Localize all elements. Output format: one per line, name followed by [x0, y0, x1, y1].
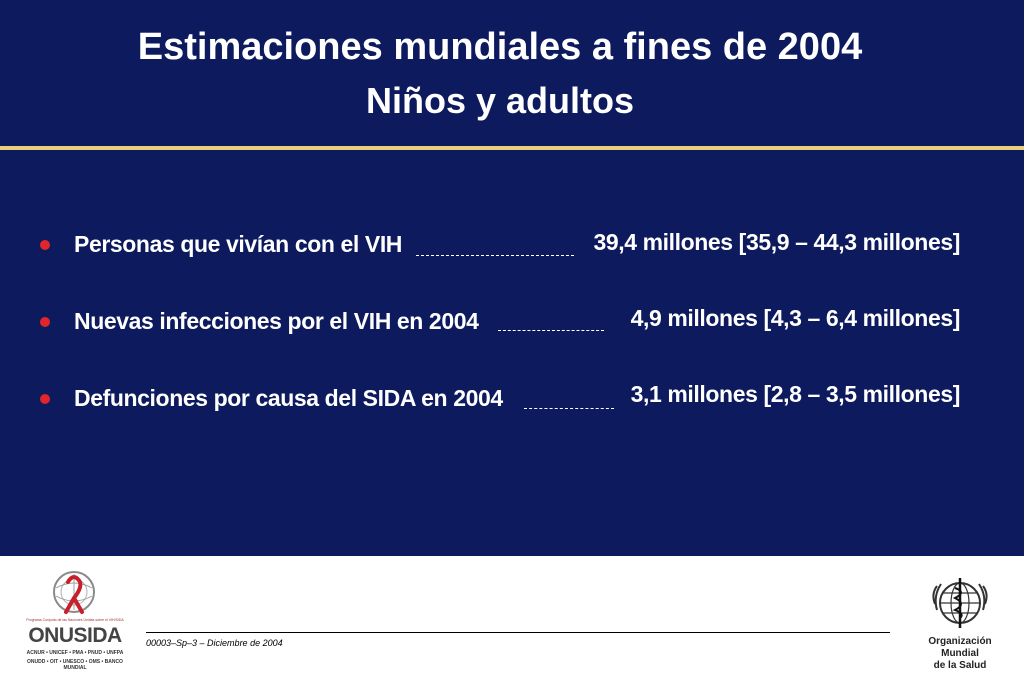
stat-label-new-infections: Nuevas infecciones por el VIH en 2004 — [74, 308, 479, 334]
slide-code: 00003–Sp–3 – Diciembre de 2004 — [146, 638, 283, 648]
stat-value-living-with-hiv: 39,4 millones [35,9 – 44,3 millones] — [593, 229, 960, 255]
slide-subtitle: Niños y adultos — [365, 80, 635, 121]
dotted-leader — [498, 330, 604, 331]
oms-name: Organización Mundial de la Salud — [920, 636, 1000, 672]
onusida-logo: Programa Conjunto de las Naciones Unidas… — [22, 566, 128, 671]
who-emblem-icon — [932, 578, 988, 628]
oms-name-line: de la Salud — [933, 660, 987, 671]
footer-divider — [146, 632, 890, 633]
onusida-sponsors: ONUDD • OIT • UNESCO • OMS • BANCO MUNDI… — [27, 659, 123, 671]
un-emblem-ribbon-icon — [53, 571, 95, 614]
onusida-tagline: Programa Conjunto de las Naciones Unidas… — [26, 618, 124, 622]
dotted-leader — [524, 408, 614, 409]
stat-label-living-with-hiv: Personas que vivían con el VIH — [74, 231, 403, 257]
onusida-brand: ONUSIDA — [28, 624, 122, 647]
oms-name-line: Mundial — [941, 648, 979, 659]
dotted-leader — [416, 255, 574, 256]
bullet-icon — [40, 317, 50, 327]
slide-title: Estimaciones mundiales a fines de 2004 — [137, 26, 863, 68]
bullet-icon — [40, 394, 50, 404]
stat-value-aids-deaths: 3,1 millones [2,8 – 3,5 millones] — [630, 381, 961, 407]
bullet-icon — [40, 240, 50, 250]
title-divider — [0, 146, 1024, 150]
oms-name-line: Organización — [928, 636, 992, 647]
slide-panel: Estimaciones mundiales a fines de 2004 N… — [0, 0, 1024, 556]
onusida-sponsors: ACNUR • UNICEF • PMA • PNUD • UNFPA — [26, 650, 124, 656]
stat-value-new-infections: 4,9 millones [4,3 – 6,4 millones] — [630, 305, 961, 331]
oms-logo: Organización Mundial de la Salud — [920, 570, 1000, 680]
stat-label-aids-deaths: Defunciones por causa del SIDA en 2004 — [74, 385, 503, 411]
